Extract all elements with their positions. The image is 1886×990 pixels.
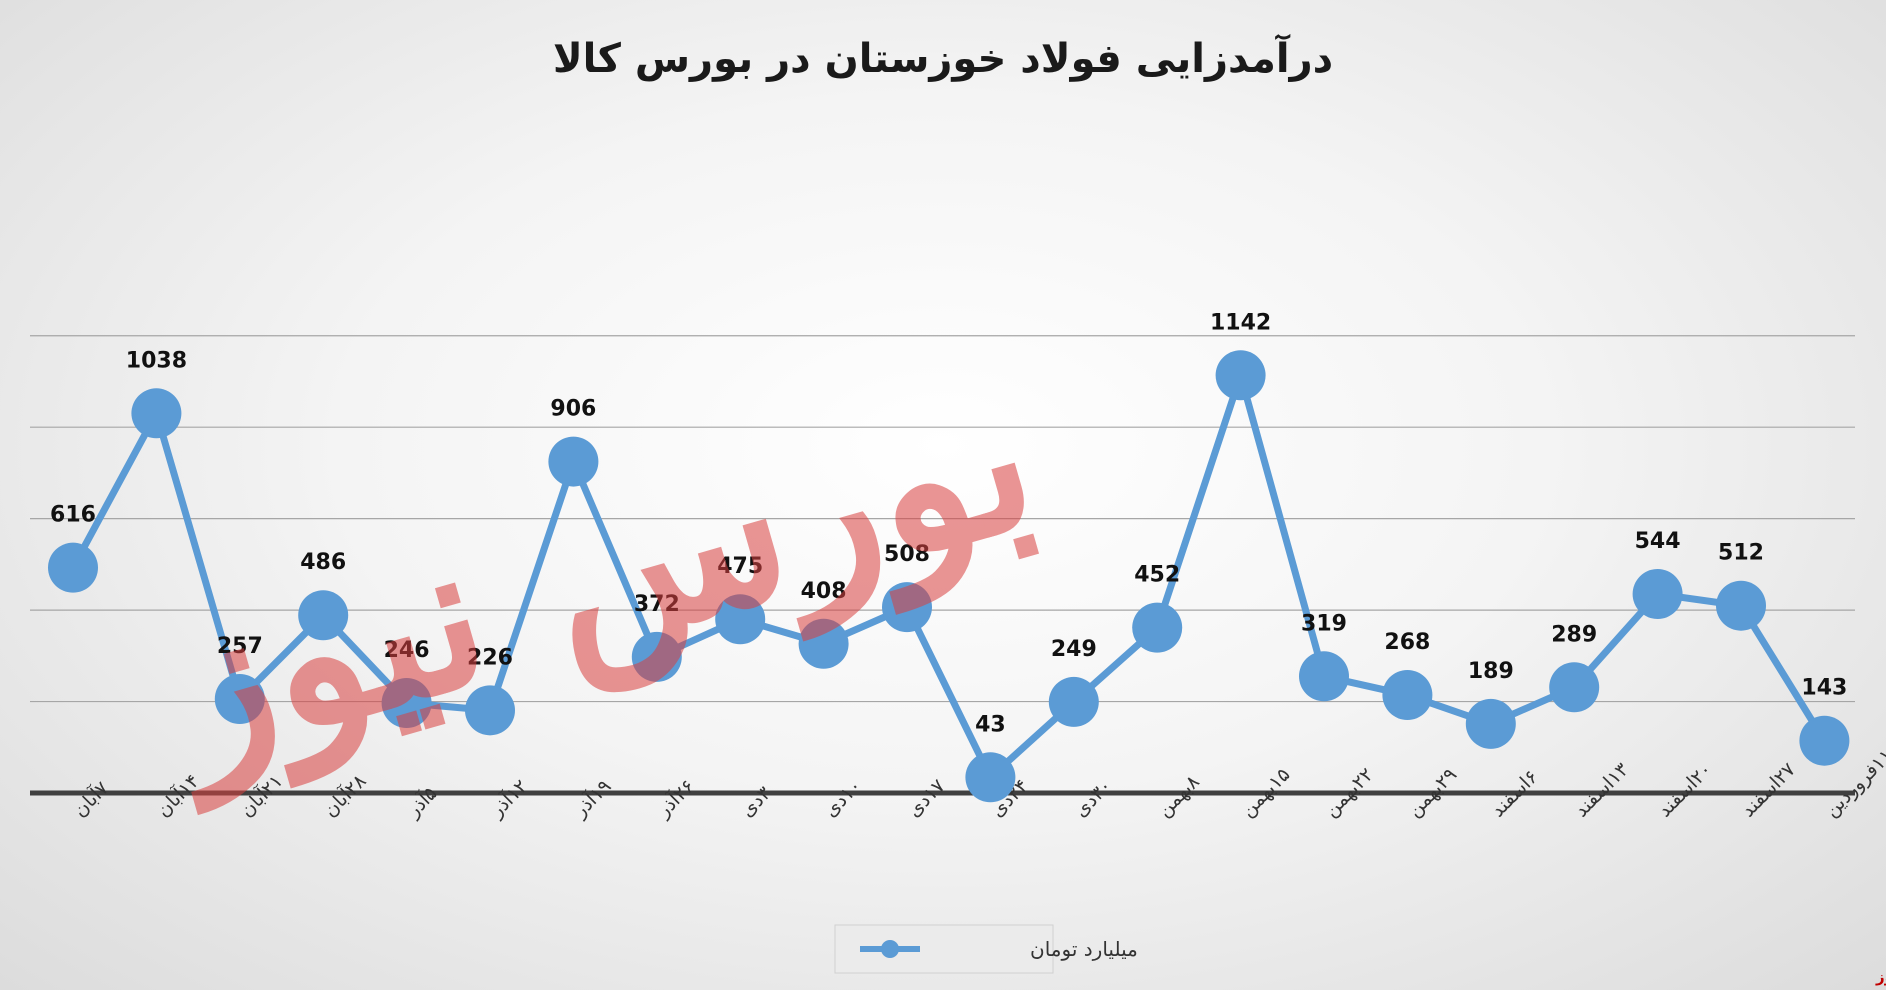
data-point <box>214 673 265 724</box>
data-point <box>798 618 849 669</box>
data-label: 1142 <box>1210 310 1271 335</box>
data-point <box>1382 669 1433 720</box>
x-tick-label: ۱۳اسفند <box>1570 759 1633 822</box>
data-label: 512 <box>1718 541 1764 566</box>
data-point <box>548 436 599 487</box>
x-tick-label: ۱۰دی <box>820 775 867 822</box>
data-label: 372 <box>634 592 680 617</box>
data-label: 189 <box>1468 659 1514 684</box>
legend-marker-icon <box>881 940 899 958</box>
data-point <box>48 542 98 593</box>
data-points <box>48 350 1850 803</box>
data-labels: 616 1038 257 486 246 226 906 372 475 408 508 43 249 4… <box>50 310 1847 737</box>
legend: میلیارد تومان <box>834 924 1138 974</box>
data-point <box>1799 715 1850 766</box>
data-label: 249 <box>1051 637 1097 662</box>
data-label: 616 <box>50 503 96 528</box>
data-point <box>381 678 432 729</box>
data-label: 486 <box>300 550 346 575</box>
x-tick-label: ۵آذر <box>400 781 441 822</box>
data-point <box>631 631 682 682</box>
data-label: 268 <box>1384 630 1430 655</box>
legend-label: میلیارد تومان <box>1030 937 1138 961</box>
x-tick-label: ۲۰اسفند <box>1654 759 1717 822</box>
data-point <box>1465 698 1516 749</box>
x-tick-label: ۱۲آذر <box>484 774 532 822</box>
data-label: 226 <box>467 645 513 670</box>
data-label: 475 <box>717 554 763 579</box>
data-label: 257 <box>217 634 263 659</box>
x-tick-label: ۱۷دی <box>903 775 950 822</box>
data-label: 508 <box>884 542 930 567</box>
brand-corner-label: بورس نیوز <box>1875 968 1886 986</box>
x-tick-label: ۲۷اسفند <box>1737 759 1800 822</box>
data-point <box>465 685 515 736</box>
data-point <box>298 590 349 641</box>
data-label: 408 <box>801 579 847 604</box>
data-point <box>965 752 1016 803</box>
data-label: 906 <box>550 397 596 422</box>
data-point <box>1299 651 1349 702</box>
series-line <box>69 371 1828 781</box>
chart-title: درآمدزایی فولاد خوزستان در بورس کالا <box>553 33 1333 82</box>
data-label: 544 <box>1635 529 1681 554</box>
x-tick-label: ۲۶آذر <box>651 774 699 822</box>
x-tick-label: ۷آبان <box>68 776 114 822</box>
data-point <box>882 582 932 633</box>
data-point <box>1215 350 1266 401</box>
data-label: 319 <box>1301 611 1347 636</box>
data-point <box>715 594 766 645</box>
data-point <box>131 388 182 439</box>
data-label: 43 <box>975 712 1006 737</box>
data-label: 289 <box>1551 622 1597 647</box>
data-label: 452 <box>1134 563 1180 588</box>
data-label: 143 <box>1801 676 1847 701</box>
data-point <box>1632 569 1683 620</box>
data-point <box>1716 580 1766 631</box>
data-label: 246 <box>384 638 430 663</box>
data-point <box>1549 662 1600 713</box>
data-point <box>1132 602 1183 653</box>
x-tick-label: ۳دی <box>736 782 775 821</box>
data-label: 1038 <box>126 348 187 373</box>
x-tick-label: ۸بهمن <box>1153 771 1204 822</box>
x-tick-label: ۱۹آذر <box>567 774 615 822</box>
data-point <box>1048 676 1099 727</box>
x-tick-label: ۳۰دی <box>1070 775 1117 822</box>
